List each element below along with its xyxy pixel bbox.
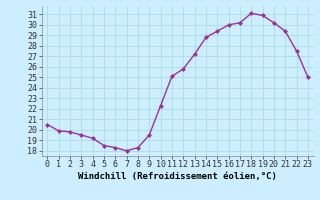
X-axis label: Windchill (Refroidissement éolien,°C): Windchill (Refroidissement éolien,°C) xyxy=(78,172,277,181)
